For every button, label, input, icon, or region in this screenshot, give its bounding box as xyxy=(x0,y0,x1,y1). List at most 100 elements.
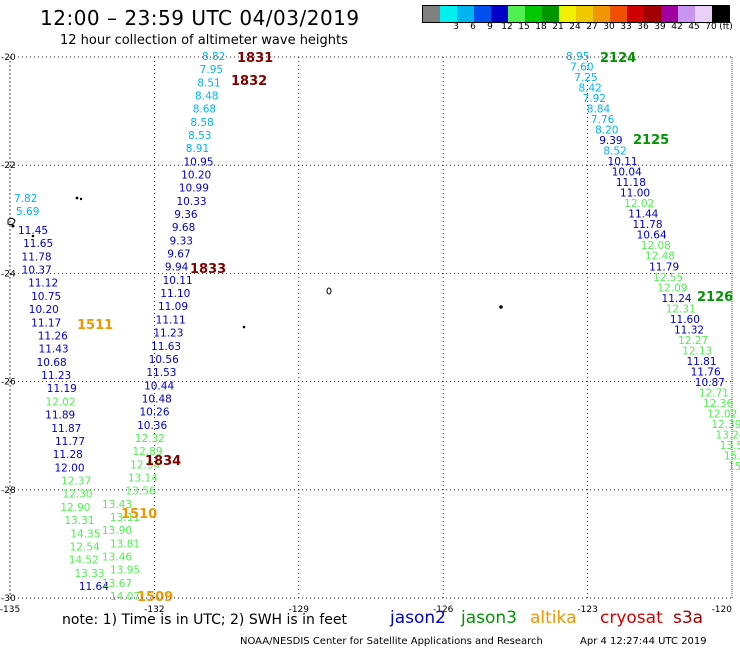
wave-height-value: 13.90 xyxy=(102,525,132,537)
island xyxy=(499,305,503,309)
lon-tick-label: -123 xyxy=(577,605,597,615)
wave-height-value: 14.07 xyxy=(110,591,140,603)
lat-tick-label: -28 xyxy=(1,486,16,496)
legend-label: 30 xyxy=(603,22,615,32)
wave-height-value: 11.89 xyxy=(45,410,75,422)
wave-height-value: 8.42 xyxy=(578,83,601,95)
wave-height-value: 9.33 xyxy=(170,235,193,247)
wave-height-value: 12.71 xyxy=(699,387,729,399)
wave-height-value: 11.64 xyxy=(79,581,109,593)
legend-label: 9 xyxy=(487,22,493,32)
wave-height-value: 8.51 xyxy=(197,77,220,89)
wave-height-value: 8.82 xyxy=(202,51,225,63)
wave-height-value: 11.87 xyxy=(51,423,81,435)
wave-height-value: 10.44 xyxy=(144,380,174,392)
wave-height-value: 11.43 xyxy=(39,344,69,356)
wave-height-value: 11.00 xyxy=(620,188,650,200)
wave-height-value: 11.63 xyxy=(151,341,181,353)
wave-height-value: 12.39 xyxy=(711,419,740,431)
wave-height-value: 8.20 xyxy=(595,125,618,137)
wave-height-value: 13.31 xyxy=(64,515,94,527)
wave-height-value: 11.19 xyxy=(47,383,77,395)
wave-height-value: 13.56 xyxy=(126,486,156,498)
track-time-label: 1834 xyxy=(145,454,181,469)
wave-height-value: 10.20 xyxy=(181,170,211,182)
footer-note: note: 1) Time is in UTC; 2) SWH is in fe… xyxy=(62,612,348,628)
wave-height-value: 8.53 xyxy=(188,130,211,142)
lon-tick-label: -120 xyxy=(712,605,733,615)
wave-height-value: 10.75 xyxy=(31,291,61,303)
wave-height-value: 10.26 xyxy=(139,407,169,419)
track-time-label: 1832 xyxy=(231,74,267,89)
wave-height-value: 10.36 xyxy=(137,420,167,432)
legend-swatch xyxy=(491,6,508,22)
track-time-label: 2125 xyxy=(633,133,669,148)
wave-height-value: 11.17 xyxy=(31,317,61,329)
legend-swatch xyxy=(542,6,559,22)
credit-text: NOAA/NESDIS Center for Satellite Applica… xyxy=(240,636,543,647)
legend-swatch xyxy=(423,6,440,22)
wave-height-value: 12.89 xyxy=(132,446,162,458)
wave-height-value: 13.14 xyxy=(128,472,158,484)
legend-swatch xyxy=(610,6,627,22)
wave-height-value: 11.12 xyxy=(28,278,58,290)
lat-tick-label: -20 xyxy=(1,53,16,63)
wave-height-value: 11.26 xyxy=(38,330,68,342)
legend-label: 15 xyxy=(518,22,530,32)
wave-height-value: 15 xyxy=(728,461,740,473)
wave-height-value: 10.11 xyxy=(163,275,193,287)
legend-swatch xyxy=(627,6,644,22)
wave-height-value: 10.64 xyxy=(637,230,667,242)
legend-swatch xyxy=(559,6,576,22)
satellite-label-jason3: jason3 xyxy=(461,608,517,628)
wave-height-value: 7.95 xyxy=(200,64,223,76)
wave-height-value: 8.48 xyxy=(195,91,218,103)
legend-label: 33 xyxy=(620,22,632,32)
legend-swatch xyxy=(474,6,491,22)
wave-height-value: 10.95 xyxy=(183,156,213,168)
satellite-label-s3a: s3a xyxy=(673,608,704,628)
page-subtitle: 12 hour collection of altimeter wave hei… xyxy=(60,33,348,48)
wave-height-value: 12.13 xyxy=(682,345,712,357)
wave-height-value: 7.76 xyxy=(591,114,615,126)
lon-tick-label: -135 xyxy=(0,605,20,615)
wave-height-value: 13.43 xyxy=(102,499,132,511)
legend-label: 42 xyxy=(671,22,683,32)
legend-swatch xyxy=(440,6,457,22)
wave-height-value: 8.95 xyxy=(566,51,589,63)
legend-swatch xyxy=(525,6,542,22)
wave-height-value: 11.23 xyxy=(41,370,71,382)
wave-height-value: 11.11 xyxy=(156,314,186,326)
wave-height-value: 12.30 xyxy=(63,489,93,501)
wave-height-value: 11.24 xyxy=(662,293,692,305)
island xyxy=(11,224,15,228)
wave-height-value: 10.04 xyxy=(612,167,642,179)
wave-height-value: 11.18 xyxy=(616,177,646,189)
track-time-label: 2124 xyxy=(600,51,636,66)
lat-tick-label: -22 xyxy=(1,161,16,171)
legend-label: 39 xyxy=(654,22,666,32)
wave-height-value: 10.56 xyxy=(149,354,179,366)
wave-height-value: 7.60 xyxy=(570,62,593,74)
lon-tick-label: -129 xyxy=(289,605,310,615)
legend-label: 18 xyxy=(535,22,547,32)
legend-label: 36 xyxy=(637,22,649,32)
island xyxy=(75,196,79,200)
wave-height-value: 11.45 xyxy=(18,225,48,237)
wave-height-value: 12.02 xyxy=(46,396,76,408)
wave-height-value: 12.55 xyxy=(653,272,683,284)
legend-swatch xyxy=(695,6,712,22)
wave-height-value: 11.76 xyxy=(691,366,721,378)
wave-height-value: 12.00 xyxy=(54,462,84,474)
island xyxy=(326,287,332,295)
wave-height-value: 13.81 xyxy=(110,538,140,550)
legend-swatch xyxy=(712,6,729,22)
wave-height-value: 8.52 xyxy=(603,146,626,158)
wave-height-value: 9.36 xyxy=(174,209,198,221)
wave-height-value: 8.84 xyxy=(587,104,611,116)
wave-height-value: 11.32 xyxy=(674,324,704,336)
legend-label: 3 xyxy=(453,22,459,32)
satellite-label-jason2: jason2 xyxy=(390,608,446,628)
